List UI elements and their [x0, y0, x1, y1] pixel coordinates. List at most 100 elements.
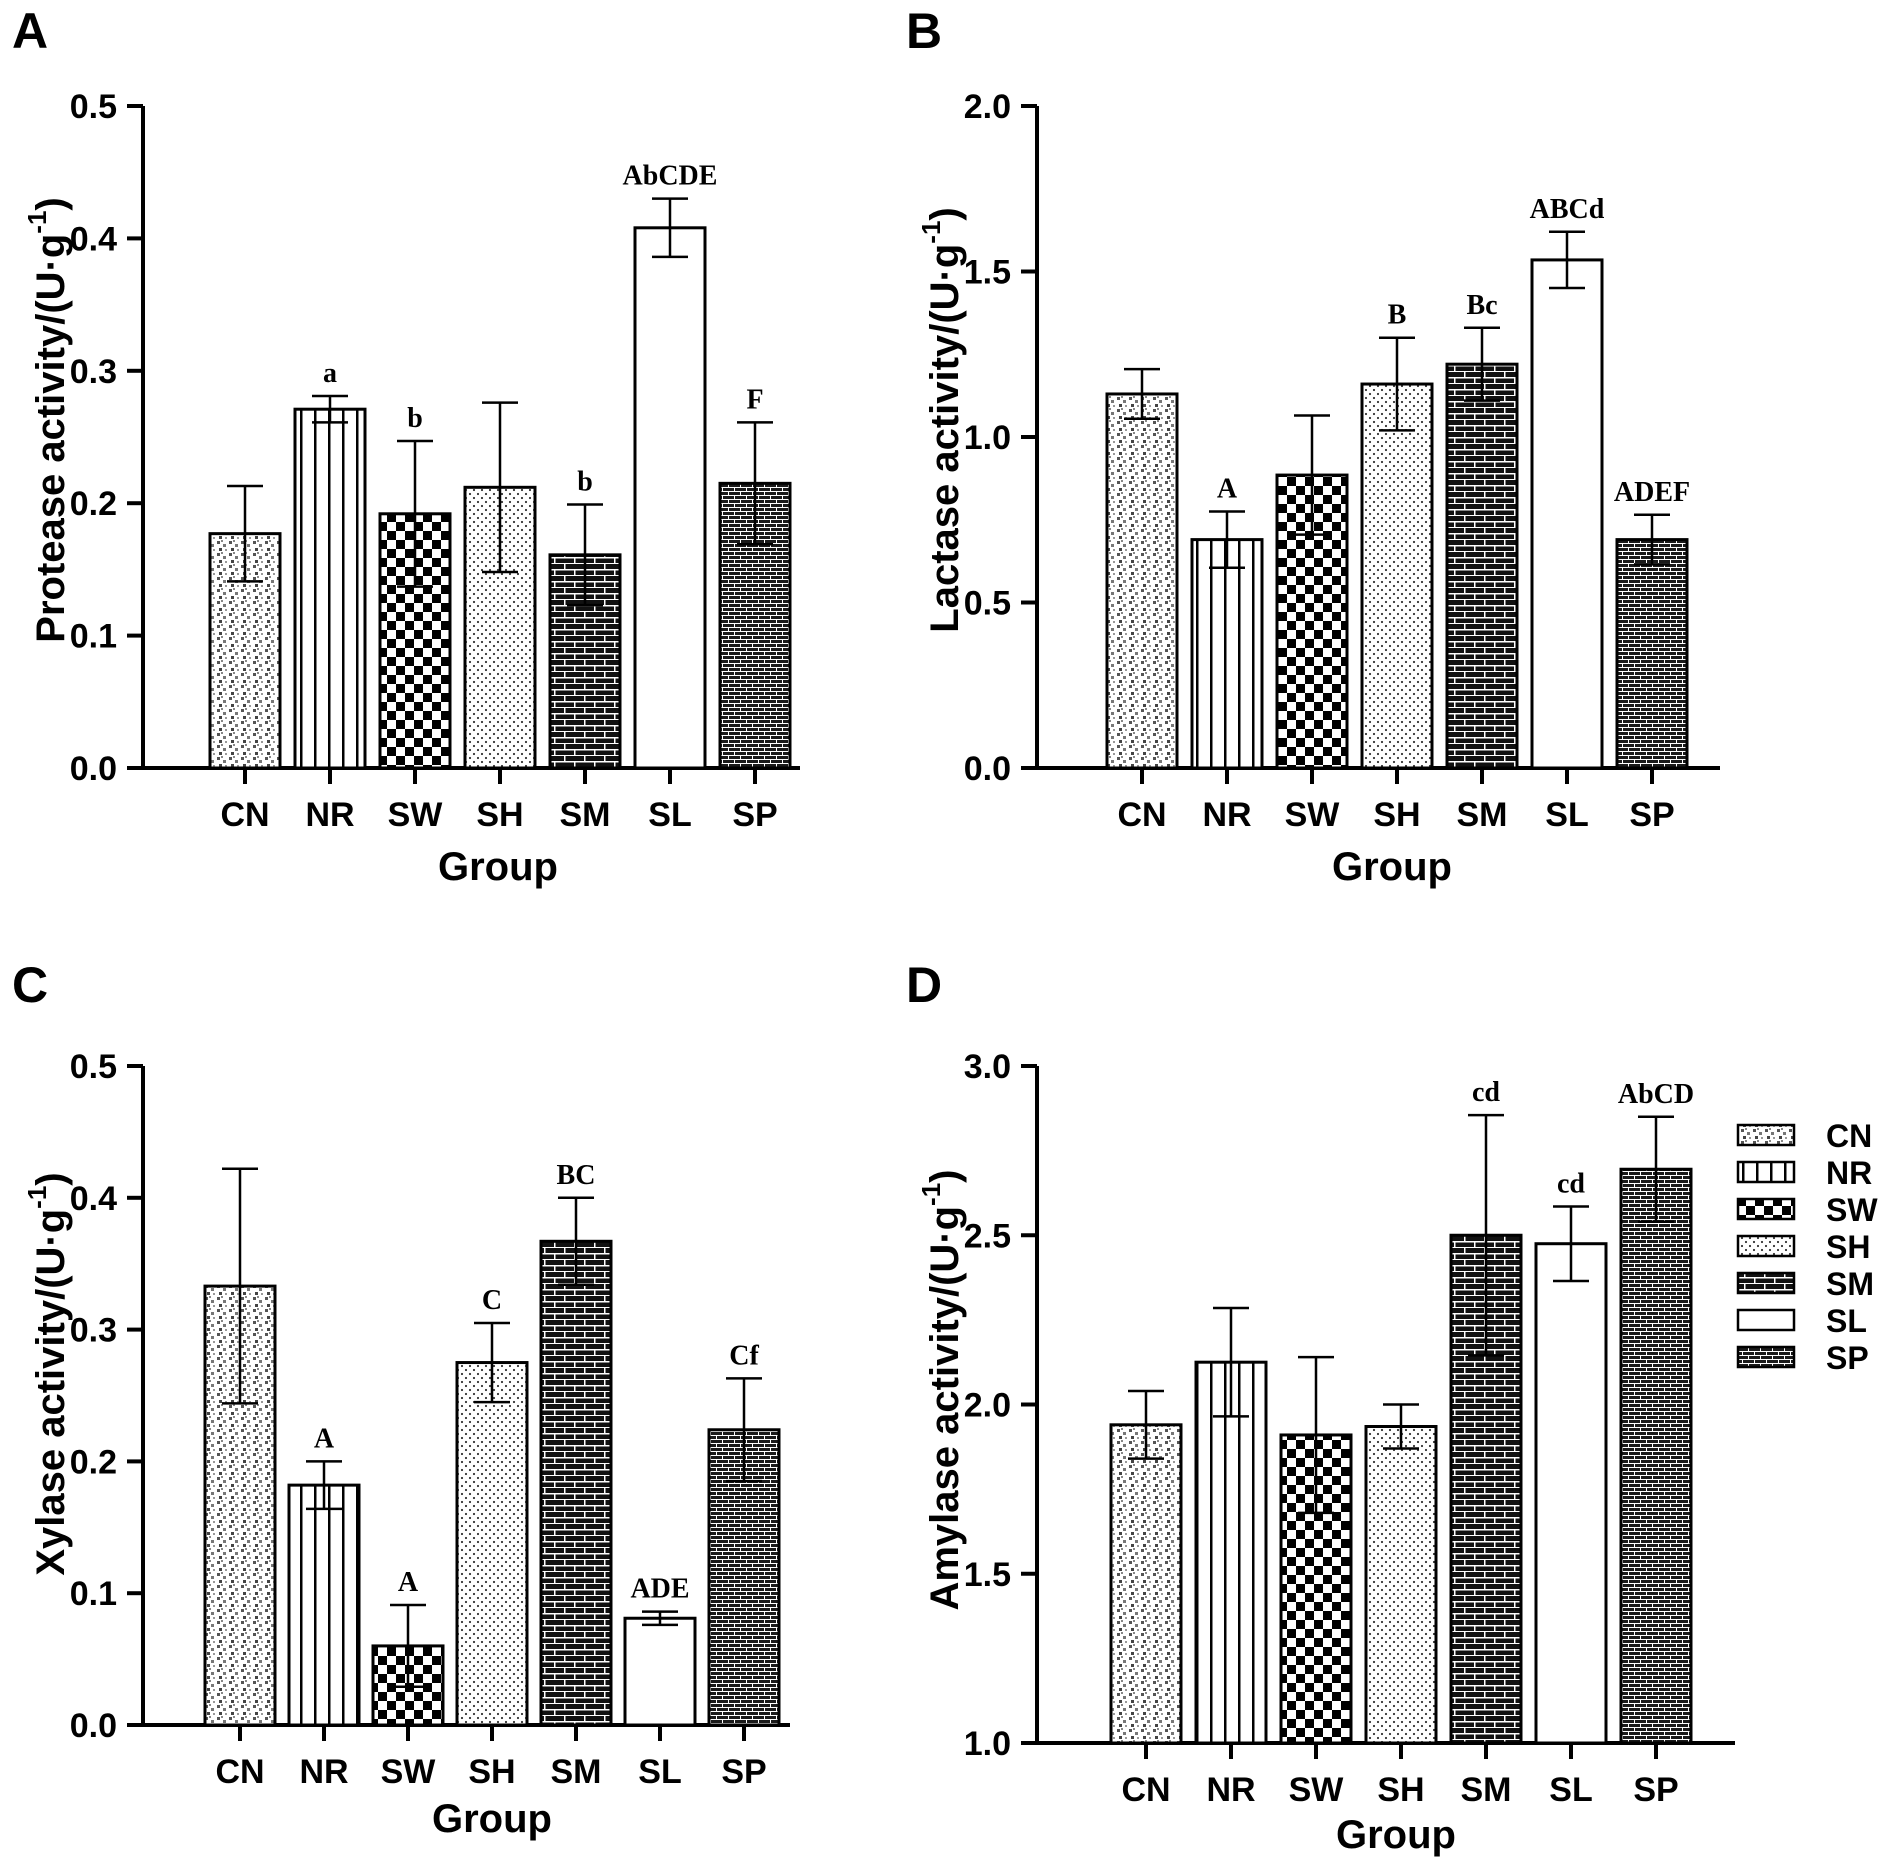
panel-d-ylabel-sup: -1 [916, 1183, 946, 1206]
panel-c-sig-sh: C [482, 1285, 502, 1316]
panel-c-bar-nr [287, 1483, 361, 1727]
legend-label-cn: CN [1826, 1118, 1872, 1154]
panel-b-errorbar-sh [1379, 336, 1415, 432]
panel-c-errorbar-sp [726, 1377, 762, 1483]
legend-label-nr: NR [1826, 1155, 1872, 1191]
panel-d-errorbar-sw [1298, 1355, 1334, 1515]
panel-c-xtick-label-sw: SW [381, 1753, 437, 1791]
panel-d-xtick-label-sl: SL [1549, 1771, 1592, 1809]
panel-c-xtick-label-sm: SM [551, 1753, 602, 1791]
panel-b-sig-sh: B [1388, 300, 1407, 331]
panel-d-bar-sl [1534, 1242, 1608, 1745]
panel-a-bar-sl [633, 226, 707, 770]
panel-d-errorbar-sl [1553, 1205, 1589, 1283]
legend-swatch-cn [1736, 1123, 1796, 1147]
panel-a-sig-sw: b [407, 403, 423, 434]
panel-b-plot: 0.0 0.5 1.0 1.5 2.0 CN A NR SW B SH Bc SM ABCd SL ADEF S… [964, 88, 1720, 834]
panel-d: D 1.01.52.02.53.0CN NR SW SHcdSMcdSLAbCDSP … [906, 957, 1735, 1857]
legend-label-sh: SH [1826, 1229, 1870, 1265]
panel-c-sig-sm: BC [557, 1160, 596, 1191]
panel-a-sig-sl: AbCDE [623, 161, 718, 192]
panel-b-xtick-label-sm: SM [1457, 796, 1508, 834]
legend-swatch-sp [1736, 1345, 1796, 1369]
panel-c-errorbar-sh [474, 1321, 510, 1404]
panel-b-errorbar-sw [1294, 414, 1330, 536]
panel-a-xtick-label-cn: CN [220, 796, 269, 834]
panel-d-xtick-label-sw: SW [1289, 1771, 1345, 1809]
panel-c-sig-sw: A [398, 1567, 419, 1598]
panel-b-errorbar-cn [1124, 367, 1160, 421]
panel-d-errorbar-cn [1128, 1389, 1164, 1460]
panel-b-errorbar-sl [1549, 230, 1585, 290]
panel-b-bar-nr [1190, 538, 1264, 770]
panel-d-ylabel-main: Amylase activity/(U·g [923, 1206, 967, 1611]
panel-d-xlabel: Group [1336, 1813, 1456, 1857]
panel-a: A 0.0 0.1 0.2 0.3 0.4 0.5 CN a NR b SW SH b SM AbCDE SL… [12, 3, 800, 889]
panel-d-ytick-label: 2.0 [964, 1387, 1011, 1425]
panel-a-xtick-label-sw: SW [388, 796, 444, 834]
panel-c-bar-sm [539, 1239, 613, 1727]
panel-letter-c: C [12, 957, 48, 1013]
panel-c-ytick-label: 0.0 [70, 1707, 117, 1745]
panel-d-errorbar-sh [1383, 1403, 1419, 1450]
panel-a-xlabel: Group [438, 845, 558, 889]
panel-a-sig-nr: a [323, 358, 337, 389]
panel-c-xtick-label-sp: SP [721, 1753, 766, 1791]
panel-a-ytick-label: 0.4 [70, 220, 117, 258]
panel-b-xtick-label-sl: SL [1545, 796, 1588, 834]
panel-a-ytick-label: 0.0 [70, 750, 117, 788]
panel-d-errorbar-sm [1468, 1113, 1504, 1357]
panel-a-xtick-label-sh: SH [476, 796, 523, 834]
legend-item-sw: SW [1736, 1192, 1878, 1228]
legend-swatch-sh [1736, 1234, 1796, 1258]
panel-c-plot: 0.0 0.1 0.2 0.3 0.4 0.5 CN A NR A SW C SH BC SM ADE SL Cf… [70, 1048, 790, 1791]
panel-a-sig-sm: b [577, 467, 593, 498]
legend-label-sm: SM [1826, 1266, 1874, 1302]
panel-c-ytick-label: 0.5 [70, 1048, 117, 1086]
legend-item-sl: SL [1736, 1303, 1867, 1339]
panel-a-errorbar-sm [567, 503, 603, 607]
panel-c: C 0.0 0.1 0.2 0.3 0.4 0.5 CN A NR A SW C SH BC SM ADE SL… [12, 957, 790, 1841]
legend-item-sh: SH [1736, 1229, 1870, 1265]
panel-a-ytick-label: 0.5 [70, 88, 117, 126]
panel-b-xtick-label-sh: SH [1373, 796, 1420, 834]
panel-d-ytick-label: 1.0 [964, 1725, 1011, 1763]
panel-d-ylabel-close: ) [923, 1169, 967, 1182]
legend-swatch-sm [1736, 1271, 1796, 1295]
panel-b-ylabel-main: Lactase activity/(U·g [923, 244, 967, 633]
panel-d-xtick-label-sm: SM [1461, 1771, 1512, 1809]
panel-a-plot: 0.0 0.1 0.2 0.3 0.4 0.5 CN a NR b SW SH b SM AbCDE SL F S… [70, 88, 800, 834]
panel-c-xtick-label-sh: SH [468, 1753, 515, 1791]
panel-b-bar-sl [1530, 258, 1604, 770]
panel-c-ylabel-sup: -1 [22, 1186, 52, 1209]
panel-b-errorbar-sm [1464, 326, 1500, 402]
panel-a-ylabel-close: ) [29, 197, 73, 210]
panel-d-errorbar-nr [1213, 1306, 1249, 1418]
panel-d-sig-sp: AbCD [1618, 1079, 1694, 1110]
panel-a-ylabel-main: Protease activity/(U·g [29, 234, 73, 643]
panel-c-ytick-label: 0.2 [70, 1443, 117, 1481]
panel-a-ytick-label: 0.3 [70, 353, 117, 391]
panel-b-xtick-label-nr: NR [1202, 796, 1251, 834]
panel-c-errorbar-sw [390, 1603, 426, 1689]
panel-c-xtick-label-nr: NR [299, 1753, 348, 1791]
legend-item-cn: CN [1736, 1118, 1872, 1154]
panel-b-xlabel: Group [1332, 845, 1452, 889]
panel-a-errorbar-sh [482, 401, 518, 574]
panel-a-xtick-label-sp: SP [732, 796, 777, 834]
panel-b-bar-sp [1615, 538, 1689, 770]
panel-c-sig-nr: A [314, 1423, 335, 1454]
panel-d-xtick-label-sp: SP [1633, 1771, 1678, 1809]
panel-letter-d: D [906, 957, 942, 1013]
panel-b-xtick-label-cn: CN [1117, 796, 1166, 834]
panel-b-xtick-label-sp: SP [1629, 796, 1674, 834]
panel-c-errorbar-cn [222, 1167, 258, 1405]
panel-a-errorbar-cn [227, 484, 263, 583]
legend-item-sm: SM [1736, 1266, 1874, 1302]
legend-label-sl: SL [1826, 1303, 1867, 1339]
panel-a-errorbar-sp [737, 421, 773, 546]
panel-a-xtick-label-nr: NR [305, 796, 354, 834]
panel-c-ylabel-main: Xylase activity/(U·g [29, 1209, 73, 1576]
legend-item-nr: NR [1736, 1155, 1872, 1191]
